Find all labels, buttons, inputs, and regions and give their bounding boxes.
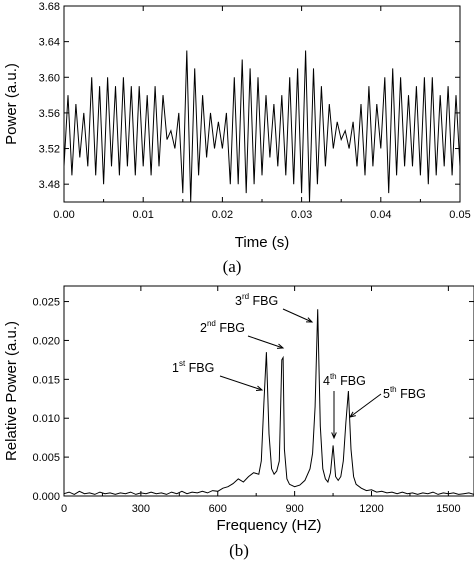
x-tick-label: 0.02 xyxy=(212,209,233,221)
plot-frame-b xyxy=(63,285,474,497)
annotation-tail: FBG xyxy=(216,321,245,335)
y-tick-label: 0.025 xyxy=(32,297,60,309)
x-ticks-a: 0.00 0.01 0.02 0.03 0.04 0.05 xyxy=(53,6,471,221)
annotation-suffix: nd xyxy=(207,319,216,328)
panel-b: 0 300 600 900 1200 1500 0.0000.0050.0100.0150… xyxy=(3,285,474,560)
annotation-suffix: rd xyxy=(242,292,249,301)
y-axis-label-b: Relative Power (a.u.) xyxy=(3,321,20,461)
annotation-number: 1 xyxy=(172,361,179,375)
annotation-arrow xyxy=(219,375,263,391)
annotation-tail: FBG xyxy=(397,387,426,401)
annotation-arrowhead xyxy=(305,317,314,323)
y-tick-label: 3.48 xyxy=(39,179,60,191)
x-tick-label: 0.05 xyxy=(449,209,470,221)
y-tick-label: 3.64 xyxy=(39,37,60,49)
series-line-a xyxy=(63,50,461,203)
x-tick-label: 0.03 xyxy=(291,209,312,221)
y-tick-label: 3.60 xyxy=(39,72,60,84)
y-tick-label: 3.68 xyxy=(39,1,60,13)
x-tick-label: 300 xyxy=(132,503,150,515)
y-tick-label: 3.56 xyxy=(39,108,60,120)
x-ticks-b: 0 300 600 900 1200 1500 xyxy=(61,286,461,515)
annotation-label-3: 3rd FBG xyxy=(235,292,278,308)
annotation-arrow xyxy=(349,393,382,418)
annotation-label-5: 5th FBG xyxy=(383,385,426,401)
x-tick-label: 1500 xyxy=(436,503,460,515)
annotation-arrowhead xyxy=(276,343,285,349)
y-tick-label: 0.000 xyxy=(32,491,60,503)
annotation-number: 5 xyxy=(383,387,390,401)
annotation-suffix: th xyxy=(330,372,337,381)
y-ticks-b: 0.000 0.005 0.010 0.015 0.020 0.025 xyxy=(32,297,474,503)
annotation-label-1: 1st FBG xyxy=(172,359,214,375)
panel-a: 0.00 0.01 0.02 0.03 0.04 0.05 3.48 3.52 3.56 3.6… xyxy=(3,1,471,276)
y-tick-label: 0.020 xyxy=(32,335,60,347)
x-tick-label: 0 xyxy=(61,503,67,515)
annotation-arrowhead xyxy=(331,432,337,440)
annotation-label-4: 4th FBG xyxy=(323,372,366,388)
annotation-number: 2 xyxy=(200,321,207,335)
annotation-arrowhead xyxy=(348,411,356,418)
y-tick-label: 0.005 xyxy=(32,452,60,464)
x-tick-label: 0.04 xyxy=(370,209,391,221)
x-tick-label: 1200 xyxy=(359,503,383,515)
panel-label-a: (a) xyxy=(223,257,242,276)
y-tick-label: 0.015 xyxy=(32,374,60,386)
x-axis-label-a: Time (s) xyxy=(235,234,289,251)
x-axis-label-b: Frequency (HZ) xyxy=(216,517,321,534)
series-line-b xyxy=(63,309,474,495)
annotation-number: 4 xyxy=(323,374,330,388)
annotation-suffix: th xyxy=(390,385,397,394)
x-tick-label: 0.00 xyxy=(53,209,74,221)
y-ticks-a: 3.48 3.52 3.56 3.60 3.64 3.68 xyxy=(39,1,460,191)
panel-label-b: (b) xyxy=(229,541,249,560)
annotation-arrow xyxy=(282,308,313,323)
x-tick-label: 900 xyxy=(285,503,303,515)
y-tick-label: 0.010 xyxy=(32,413,60,425)
y-tick-label: 3.52 xyxy=(39,144,60,156)
annotation-arrowhead xyxy=(255,385,264,391)
annotation-tail: FBG xyxy=(337,374,366,388)
annotation-number: 3 xyxy=(235,294,242,308)
y-axis-label-a: Power (a.u.) xyxy=(3,63,20,145)
annotation-suffix: st xyxy=(179,359,186,368)
annotation-tail: FBG xyxy=(249,294,278,308)
annotation-arrow xyxy=(247,335,284,349)
x-tick-label: 0.01 xyxy=(132,209,153,221)
x-tick-label: 600 xyxy=(209,503,227,515)
annotation-label-2: 2nd FBG xyxy=(200,319,245,335)
annotation-tail: FBG xyxy=(185,361,214,375)
